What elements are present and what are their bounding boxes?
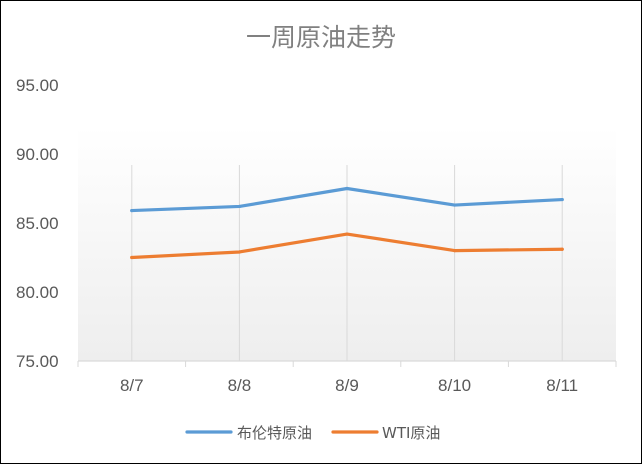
data-point	[345, 232, 349, 236]
data-point	[453, 203, 457, 207]
y-tick-label: 85.00	[16, 214, 59, 233]
y-tick-label: 75.00	[16, 352, 59, 371]
x-tick-label: 8/11	[546, 376, 578, 395]
y-tick-label: 95.00	[16, 76, 59, 95]
x-tick-label: 8/10	[438, 376, 471, 395]
x-tick-label: 8/8	[228, 376, 252, 395]
legend: 布伦特原油 WTI原油	[185, 424, 440, 442]
y-tick-label: 90.00	[16, 145, 59, 164]
data-point	[130, 255, 134, 260]
data-point	[130, 208, 134, 213]
x-axis-labels: 8/7 8/8 8/9 8/10 8/11	[120, 376, 578, 395]
series-lines	[130, 186, 564, 260]
y-axis-labels: 95.00 90.00 85.00 80.00 75.00	[16, 76, 59, 371]
legend-label-1: WTI原油	[382, 424, 440, 442]
data-point	[453, 249, 457, 253]
data-point	[560, 197, 564, 202]
data-point	[345, 186, 349, 191]
data-point	[237, 250, 241, 254]
x-axis	[77, 360, 617, 367]
x-tick-label: 8/7	[120, 376, 144, 395]
chart-title: 一周原油走势	[246, 23, 396, 52]
data-point	[237, 204, 241, 209]
data-point	[560, 247, 564, 251]
y-tick-label: 80.00	[16, 283, 59, 302]
legend-label-0: 布伦特原油	[237, 424, 312, 442]
x-tick-label: 8/9	[335, 376, 359, 395]
gridlines	[131, 165, 563, 361]
